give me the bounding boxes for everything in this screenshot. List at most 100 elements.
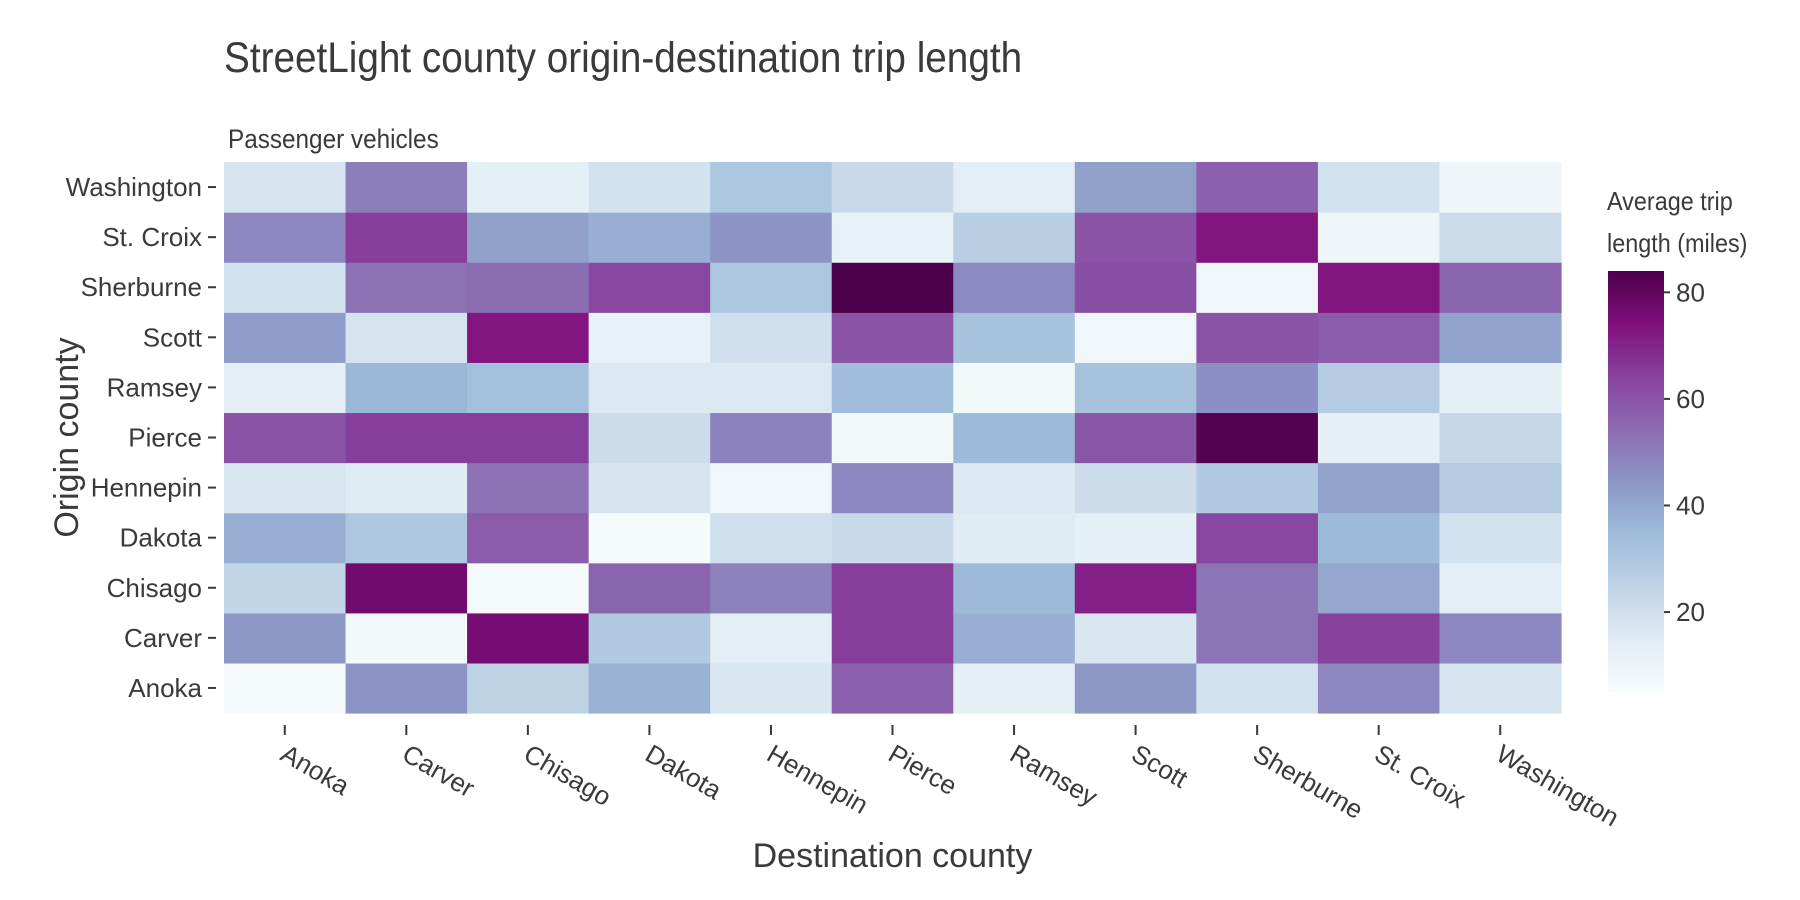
heatmap-cell-chisago-to-ramsey <box>953 562 1076 614</box>
heatmap-cell-carver-to-hennepin <box>710 612 833 664</box>
heatmap-cell-dakota-to-carver <box>345 512 468 564</box>
y-tick-label: Scott <box>143 322 203 352</box>
y-axis: Anoka Carver Chisago Dakota Hennepin Pierce Ra… <box>66 172 216 703</box>
heatmap-cell-washington-to-washington <box>1439 162 1562 213</box>
colorbar-tick-label: 40 <box>1676 490 1705 520</box>
heatmap-cell-pierce-to-sherburne <box>1196 412 1319 464</box>
heatmap-cell-washington-to-anoka <box>224 162 347 213</box>
y-tick-label: Dakota <box>120 523 203 553</box>
heatmap-cell-washington-to-scott <box>1074 162 1197 213</box>
heatmap-cell-washington-to-carver <box>345 162 468 213</box>
heatmap-cell-scott-to-scott <box>1074 312 1197 363</box>
x-axis-title: Destination county <box>753 837 1033 875</box>
heatmap-cell-ramsey-to-anoka <box>224 362 347 414</box>
heatmap-cell-st-croix-to-st-croix <box>1317 212 1441 263</box>
heatmap-cell-pierce-to-chisago <box>467 412 590 464</box>
heatmap-cell-dakota-to-anoka <box>224 512 347 564</box>
heatmap-cell-sherburne-to-washington <box>1439 262 1562 313</box>
heatmap-cell-scott-to-anoka <box>224 312 347 363</box>
heatmap-cell-carver-to-washington <box>1439 612 1562 664</box>
colorbar-gradient <box>1608 271 1664 692</box>
heatmap-cell-ramsey-to-dakota <box>588 362 711 414</box>
heatmap-cell-ramsey-to-st-croix <box>1317 362 1441 414</box>
heatmap-cell-chisago-to-washington <box>1439 562 1562 614</box>
heatmap-cell-chisago-to-hennepin <box>710 562 833 614</box>
heatmap-cell-dakota-to-st-croix <box>1317 512 1441 564</box>
heatmap-cell-hennepin-to-washington <box>1439 462 1562 514</box>
heatmap-cell-st-croix-to-chisago <box>467 212 590 263</box>
heatmap-cell-st-croix-to-hennepin <box>710 212 833 263</box>
heatmap-cell-dakota-to-pierce <box>831 512 954 564</box>
heatmap-cell-chisago-to-chisago <box>467 562 590 614</box>
heatmap-cell-sherburne-to-ramsey <box>953 262 1076 313</box>
heatmap-cell-ramsey-to-chisago <box>467 362 590 414</box>
heatmap-cell-carver-to-st-croix <box>1317 612 1441 664</box>
heatmap-cell-sherburne-to-st-croix <box>1317 262 1441 313</box>
colorbar-title-line1: Average trip <box>1607 186 1733 216</box>
heatmap-cell-pierce-to-hennepin <box>710 412 833 464</box>
heatmap-cell-hennepin-to-anoka <box>224 462 347 514</box>
x-axis: Anoka Carver Chisago Dakota Hennepin Pierce Ra… <box>276 725 1624 832</box>
heatmap-cell-dakota-to-washington <box>1439 512 1562 564</box>
heatmap-cell-pierce-to-pierce <box>831 412 954 464</box>
heatmap-cell-carver-to-sherburne <box>1196 612 1319 664</box>
colorbar-tick-label: 80 <box>1676 277 1705 307</box>
x-tick-label: Pierce <box>884 738 963 801</box>
heatmap-cell-scott-to-pierce <box>831 312 954 363</box>
heatmap-cell-st-croix-to-washington <box>1439 212 1562 263</box>
heatmap-cell-washington-to-st-croix <box>1317 162 1441 213</box>
heatmap-cell-sherburne-to-scott <box>1074 262 1197 313</box>
heatmap-cell-chisago-to-st-croix <box>1317 562 1441 614</box>
heatmap-cell-ramsey-to-sherburne <box>1196 362 1319 414</box>
heatmap-cell-washington-to-ramsey <box>953 162 1076 213</box>
heatmap-cell-st-croix-to-scott <box>1074 212 1197 263</box>
heatmap-cell-ramsey-to-carver <box>345 362 468 414</box>
heatmap-cell-scott-to-chisago <box>467 312 590 363</box>
heatmap-cell-washington-to-chisago <box>467 162 590 213</box>
heatmap-cell-scott-to-sherburne <box>1196 312 1319 363</box>
heatmap-cell-chisago-to-carver <box>345 562 468 614</box>
heatmap-cell-carver-to-pierce <box>831 612 954 664</box>
heatmap-cell-hennepin-to-scott <box>1074 462 1197 514</box>
y-tick-label: Anoka <box>128 673 202 703</box>
heatmap-cell-sherburne-to-chisago <box>467 262 590 313</box>
heatmap-cell-scott-to-hennepin <box>710 312 833 363</box>
heatmap-cell-pierce-to-carver <box>345 412 468 464</box>
colorbar: 20 40 60 80 <box>1608 271 1705 692</box>
heatmap-cell-chisago-to-anoka <box>224 562 347 614</box>
x-tick-label: Dakota <box>640 738 727 805</box>
heatmap-cell-ramsey-to-pierce <box>831 362 954 414</box>
y-axis-title: Origin county <box>48 337 86 537</box>
heatmap-cell-anoka-to-ramsey <box>953 662 1076 714</box>
heatmap-cell-scott-to-washington <box>1439 312 1562 363</box>
heatmap-cell-anoka-to-carver <box>345 662 468 714</box>
x-tick-label: St. Croix <box>1370 738 1471 814</box>
x-tick-label: Carver <box>397 738 480 803</box>
heatmap-cell-chisago-to-pierce <box>831 562 954 614</box>
x-tick-label: Washington <box>1491 738 1624 832</box>
heatmap-cell-carver-to-carver <box>345 612 468 664</box>
heatmap-cell-dakota-to-dakota <box>588 512 711 564</box>
heatmap-cells <box>224 162 1562 714</box>
colorbar-tick-label: 20 <box>1676 597 1705 627</box>
chart-subtitle: Passenger vehicles <box>228 124 439 154</box>
y-tick-label: Pierce <box>128 423 202 453</box>
x-tick-label: Sherburne <box>1248 738 1368 825</box>
y-tick-label: Washington <box>66 172 202 202</box>
heatmap-cell-scott-to-carver <box>345 312 468 363</box>
heatmap-cell-sherburne-to-pierce <box>831 262 954 313</box>
heatmap-cell-washington-to-dakota <box>588 162 711 213</box>
y-tick-label: Chisago <box>107 573 202 603</box>
heatmap-cell-pierce-to-dakota <box>588 412 711 464</box>
heatmap-cell-scott-to-st-croix <box>1317 312 1441 363</box>
x-tick-label: Chisago <box>519 738 617 812</box>
heatmap-cell-scott-to-ramsey <box>953 312 1076 363</box>
heatmap-cell-carver-to-ramsey <box>953 612 1076 664</box>
heatmap-cell-carver-to-chisago <box>467 612 590 664</box>
y-tick-label: Ramsey <box>107 372 202 402</box>
heatmap-cell-dakota-to-hennepin <box>710 512 833 564</box>
heatmap-cell-hennepin-to-dakota <box>588 462 711 514</box>
heatmap-cell-carver-to-dakota <box>588 612 711 664</box>
heatmap-cell-anoka-to-st-croix <box>1317 662 1441 714</box>
heatmap-cell-sherburne-to-sherburne <box>1196 262 1319 313</box>
